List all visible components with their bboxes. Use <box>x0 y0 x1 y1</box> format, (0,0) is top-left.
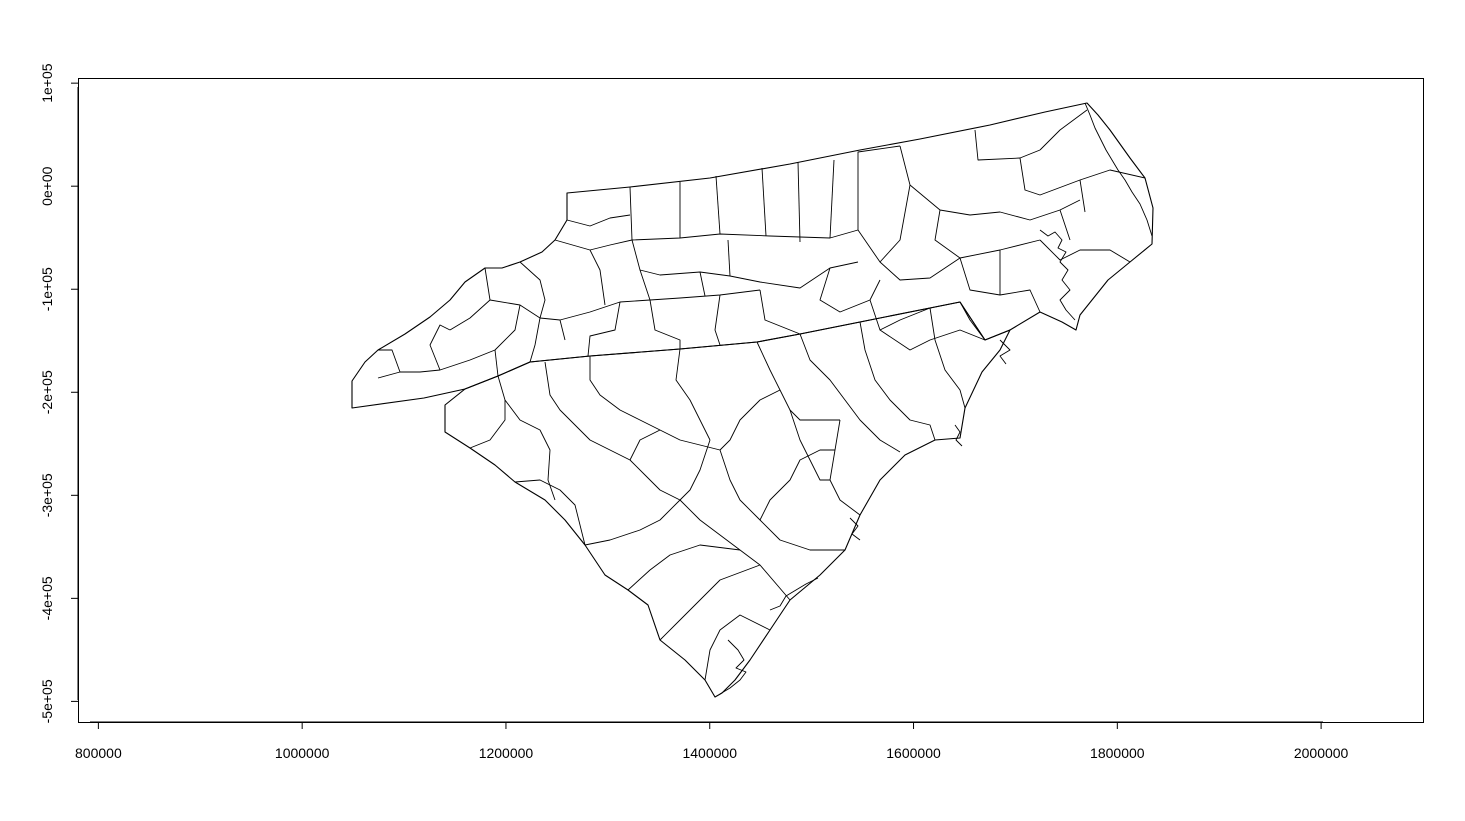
county-map <box>351 102 1154 698</box>
y-tick-label: 1e+05 <box>39 63 55 103</box>
x-tick-label: 1000000 <box>275 745 330 761</box>
county-boundaries <box>377 109 1146 681</box>
plot-frame <box>78 78 1424 723</box>
sc-state-outline <box>444 301 1011 698</box>
coastline-detail <box>719 102 1153 695</box>
y-tick-label: 0e+00 <box>39 166 55 206</box>
x-axis: 800000 1000000 1200000 1400000 1600000 180000… <box>75 721 1349 761</box>
y-tick-label: -1e+05 <box>39 267 55 311</box>
x-tick-label: 1800000 <box>1090 745 1145 761</box>
y-tick-label: -3e+05 <box>39 473 55 517</box>
x-tick-label: 1200000 <box>479 745 534 761</box>
x-tick-label: 1600000 <box>886 745 941 761</box>
x-tick-label: 800000 <box>75 745 122 761</box>
x-tick-label: 2000000 <box>1294 745 1349 761</box>
nc-state-outline <box>351 102 1154 409</box>
y-tick-label: -2e+05 <box>39 370 55 414</box>
x-tick-label: 1400000 <box>682 745 737 761</box>
y-axis: 1e+05 0e+00 -1e+05 -2e+05 -3e+05 -4e+05 -5e+05 <box>39 63 79 723</box>
y-tick-label: -5e+05 <box>39 679 55 723</box>
y-tick-label: -4e+05 <box>39 576 55 620</box>
